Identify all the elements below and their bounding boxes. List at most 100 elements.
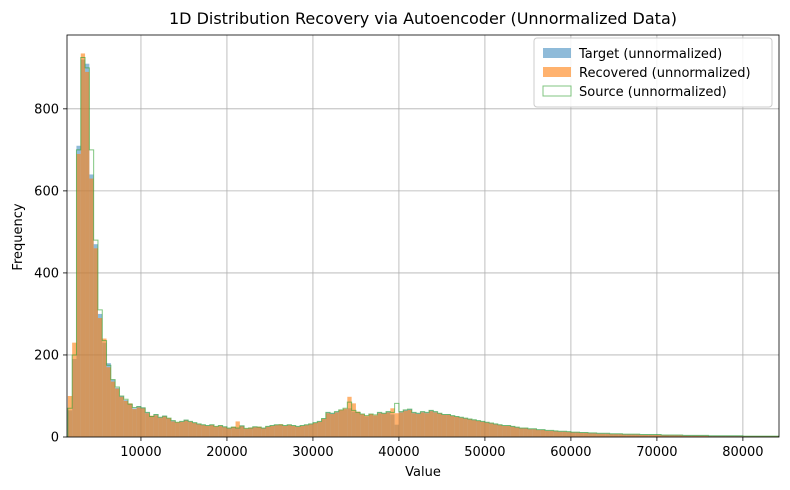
histogram-bar-series-1 [145,413,150,437]
histogram-bar-series-1 [497,425,503,437]
histogram-bar-series-1 [162,416,167,437]
histogram-bar-series-1 [149,415,154,437]
bars-group [67,53,779,437]
legend-label: Source (unnormalized) [579,85,727,100]
histogram-bar-series-1 [394,413,399,437]
histogram-bar-series-1 [566,432,571,437]
histogram-bar-series-1 [459,417,464,437]
histogram-bar-series-1 [205,425,210,437]
y-axis-label: Frequency [11,203,26,270]
legend-swatch [542,85,572,97]
histogram-bar-series-1 [158,417,163,437]
histogram-bar-series-1 [330,414,335,437]
histogram-bar-series-1 [613,434,619,437]
histogram-bar-series-1 [510,426,516,437]
legend-label: Target (unnormalized) [578,47,722,62]
histogram-bar-series-1 [652,434,657,437]
histogram-bar-series-1 [695,435,700,437]
histogram-bar-series-1 [441,414,447,437]
histogram-bar-series-1 [381,413,387,437]
x-tick-label: 30000 [292,445,333,460]
histogram-bar-series-1 [725,436,730,437]
histogram-bar-series-1 [446,414,451,437]
histogram-bar-series-1 [274,425,279,437]
histogram-bar-series-1 [635,434,640,437]
histogram-bar-series-1 [304,425,309,437]
y-tick-label: 200 [34,348,59,363]
histogram-bar-series-1 [467,419,473,437]
histogram-bar-series-1 [575,432,580,437]
histogram-bar-series-1 [106,367,111,437]
histogram-bar-series-1 [420,412,425,437]
histogram-bar-series-1 [201,425,206,437]
plot-area: 10000 20000 30000 40000 50000 60000 70000 80000… [34,34,780,460]
histogram-bar-series-1 [291,425,296,437]
histogram-bar-series-1 [609,434,614,437]
histogram-bar-series-1 [119,396,124,437]
histogram-bar-series-1 [196,424,202,437]
histogram-bar-series-1 [553,431,559,437]
histogram-bar-series-1 [308,424,313,437]
histogram-bar-series-1 [343,408,348,437]
histogram-bar-series-1 [493,424,498,437]
histogram-bar-series-1 [226,428,232,437]
histogram-bar-series-1 [132,409,137,437]
histogram-bar-series-1 [188,421,193,437]
histogram-bar-series-1 [669,435,675,437]
x-tick-label: 70000 [636,445,677,460]
histogram-bar-series-1 [80,53,86,437]
histogram-bar-series-1 [123,400,129,437]
histogram-bar-series-1 [252,427,258,437]
histogram-bar-series-1 [489,423,494,437]
histogram-bar-series-1 [351,403,356,437]
histogram-bar-series-1 [545,430,550,437]
histogram-bar-series-1 [140,408,146,437]
histogram-bar-series-1 [171,421,176,437]
histogram-bar-series-1 [596,433,601,437]
histogram-bar-series-1 [631,434,636,437]
histogram-bar-series-1 [265,426,270,437]
histogram-bar-series-1 [480,421,485,437]
histogram-bar-series-1 [67,395,73,437]
histogram-bar-series-1 [398,412,404,437]
histogram-bar-series-1 [450,416,455,437]
histogram-bar-series-1 [347,396,352,437]
histogram-bar-series-1 [704,435,709,437]
histogram-bar-series-1 [686,435,692,437]
histogram-bar-series-1 [128,403,133,437]
histogram-bar-series-1 [179,421,184,437]
histogram-bar-series-1 [248,427,253,437]
x-tick-label: 40000 [378,445,419,460]
histogram-bar-series-1 [300,425,305,437]
histogram-bar-series-1 [278,424,283,437]
histogram-bar-series-1 [532,429,537,437]
histogram-bar-series-1 [618,434,623,437]
histogram-bar-series-1 [166,418,172,437]
legend-swatch [543,48,571,58]
histogram-bar-series-1 [153,415,159,437]
histogram-bar-series-1 [76,153,81,437]
histogram-bar-series-1 [463,418,468,437]
histogram-bar-series-1 [661,435,666,437]
histogram-bar-series-1 [295,426,301,437]
y-tick-label: 0 [51,431,59,446]
histogram-bar-series-1 [592,433,597,437]
histogram-bar-series-1 [360,414,365,437]
histogram-bar-series-1 [656,434,662,437]
histogram-bar-series-1 [536,430,541,437]
histogram-bar-series-1 [540,430,546,437]
histogram-bar-series-1 [321,418,326,437]
histogram-bar-series-1 [605,433,610,437]
histogram-bar-series-1 [424,413,430,437]
y-tick-label: 600 [34,184,59,199]
histogram-bar-series-1 [717,436,722,437]
histogram-bar-series-1 [110,381,116,437]
histogram-bar-series-1 [183,420,189,437]
x-axis-label: Value [405,465,441,480]
histogram-step-series-2 [67,57,779,437]
legend-swatch [543,67,571,77]
histogram-bar-series-1 [317,421,322,437]
histogram-bar-series-1 [407,409,412,437]
histogram-bar-series-1 [601,433,606,437]
histogram-bar-series-1 [312,423,318,437]
